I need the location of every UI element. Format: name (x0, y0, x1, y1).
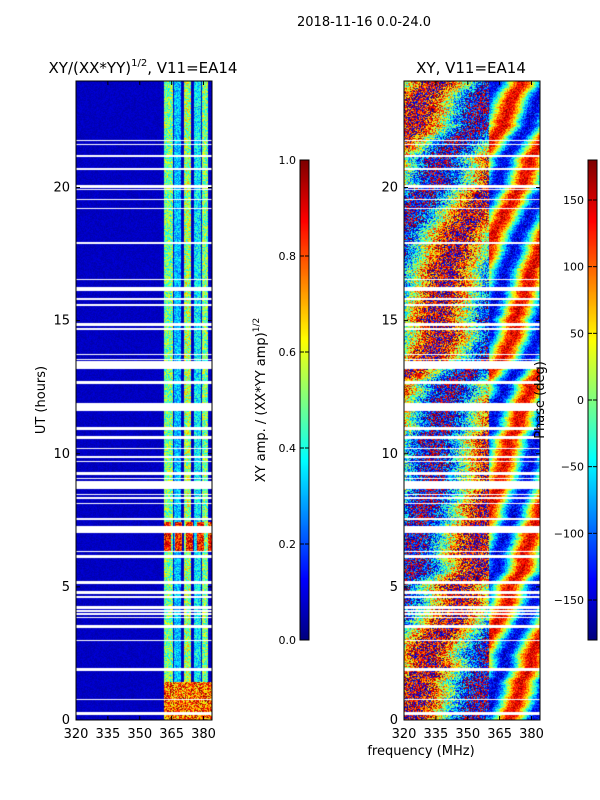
amplitude-colorbar-tick-label-5: 1.0 (279, 154, 297, 167)
phase-ytick-label-15: 15 (381, 314, 398, 329)
amplitude-panel: XY/(XX*YY)1/2, V11=EA14 320 335 350 365 380 … (34, 58, 237, 742)
phase-xtick-label-380: 380 (519, 727, 544, 742)
phase-colorbar-label: Phase (deg) (533, 361, 548, 439)
phase-colorbar-tick-label-1: −100 (554, 527, 584, 540)
phase-ytick-label-10: 10 (381, 447, 398, 462)
amplitude-plot-frame (75, 80, 213, 721)
amplitude-ytick-label-15: 15 (53, 314, 70, 329)
figure-xlabel: frequency (MHz) (367, 744, 474, 759)
phase-panel: XY, V11=EA14 320 335 350 365 380 0 5 10 15 20 (381, 59, 543, 742)
phase-colorbar-tick-label-6: 150 (563, 194, 584, 207)
phase-colorbar-gradient (588, 160, 597, 640)
amplitude-title-rest: , V11=EA14 (147, 59, 237, 77)
amplitude-ytick-label-10: 10 (53, 447, 70, 462)
phase-ytick-label-20: 20 (381, 181, 398, 196)
amplitude-heatmap (76, 81, 212, 720)
phase-xtick-label-335: 335 (423, 727, 448, 742)
phase-plot-frame (403, 80, 541, 721)
phase-x-ticks: 320 335 350 365 380 (392, 81, 544, 742)
amplitude-colorbar-label-exp: 1/2 (252, 318, 262, 332)
figure-suptitle: 2018-11-16 0.0-24.0 (297, 15, 431, 30)
phase-colorbar-tick-label-0: −150 (554, 594, 584, 607)
phase-xtick-label-320: 320 (392, 727, 417, 742)
phase-colorbar-ticks: −150 −100 −50 0 50 100 150 (554, 194, 597, 607)
amplitude-title-exp: 1/2 (131, 58, 147, 69)
phase-xtick-label-350: 350 (455, 727, 480, 742)
phase-colorbar-tick-label-2: −50 (561, 461, 584, 474)
amplitude-x-ticks: 320 335 350 365 380 (64, 81, 216, 742)
amplitude-colorbar-frame (299, 159, 310, 641)
phase-xtick-label-365: 365 (487, 727, 512, 742)
phase-colorbar-tick-label-5: 100 (563, 261, 584, 274)
phase-colorbar-tick-label-3: 0 (577, 394, 584, 407)
amplitude-colorbar-tick-label-1: 0.2 (279, 538, 297, 551)
amplitude-xtick-label-365: 365 (159, 727, 184, 742)
amplitude-colorbar-tick-label-0: 0.0 (279, 634, 297, 647)
amplitude-colorbar-tick-label-4: 0.8 (279, 250, 297, 263)
amplitude-colorbar-gradient (300, 160, 309, 640)
amplitude-colorbar-label-main: XY amp. / (XX*YY amp) (254, 332, 269, 482)
amplitude-colorbar-tick-label-2: 0.4 (279, 442, 297, 455)
amplitude-y-ticks: 0 5 10 15 20 (53, 181, 212, 728)
phase-y-ticks: 0 5 10 15 20 (381, 181, 540, 728)
amplitude-xtick-label-335: 335 (95, 727, 120, 742)
phase-colorbar: −150 −100 −50 0 50 100 150 Phase (deg) (533, 159, 598, 641)
phase-title: XY, V11=EA14 (416, 59, 526, 77)
amplitude-ytick-label-5: 5 (62, 580, 70, 595)
phase-ytick-label-5: 5 (390, 580, 398, 595)
amplitude-colorbar: 0.0 0.2 0.4 0.6 0.8 1.0 XY amp. / (XX*YY amp)… (252, 154, 310, 647)
amplitude-colorbar-ticks: 0.0 0.2 0.4 0.6 0.8 1.0 (279, 154, 309, 647)
amplitude-xtick-label-380: 380 (191, 727, 216, 742)
amplitude-title: XY/(XX*YY)1/2, V11=EA14 (49, 58, 238, 77)
amplitude-xtick-label-320: 320 (64, 727, 89, 742)
phase-ytick-label-0: 0 (390, 713, 398, 728)
amplitude-ylabel: UT (hours) (34, 366, 49, 434)
amplitude-colorbar-label: XY amp. / (XX*YY amp)1/2 (252, 318, 269, 482)
amplitude-colorbar-tick-label-3: 0.6 (279, 346, 297, 359)
amplitude-ytick-label-20: 20 (53, 181, 70, 196)
amplitude-xtick-label-350: 350 (127, 727, 152, 742)
phase-colorbar-tick-label-4: 50 (570, 327, 584, 340)
phase-heatmap (404, 81, 540, 720)
amplitude-ytick-label-0: 0 (62, 713, 70, 728)
amplitude-title-main: XY/(XX*YY) (49, 59, 132, 77)
